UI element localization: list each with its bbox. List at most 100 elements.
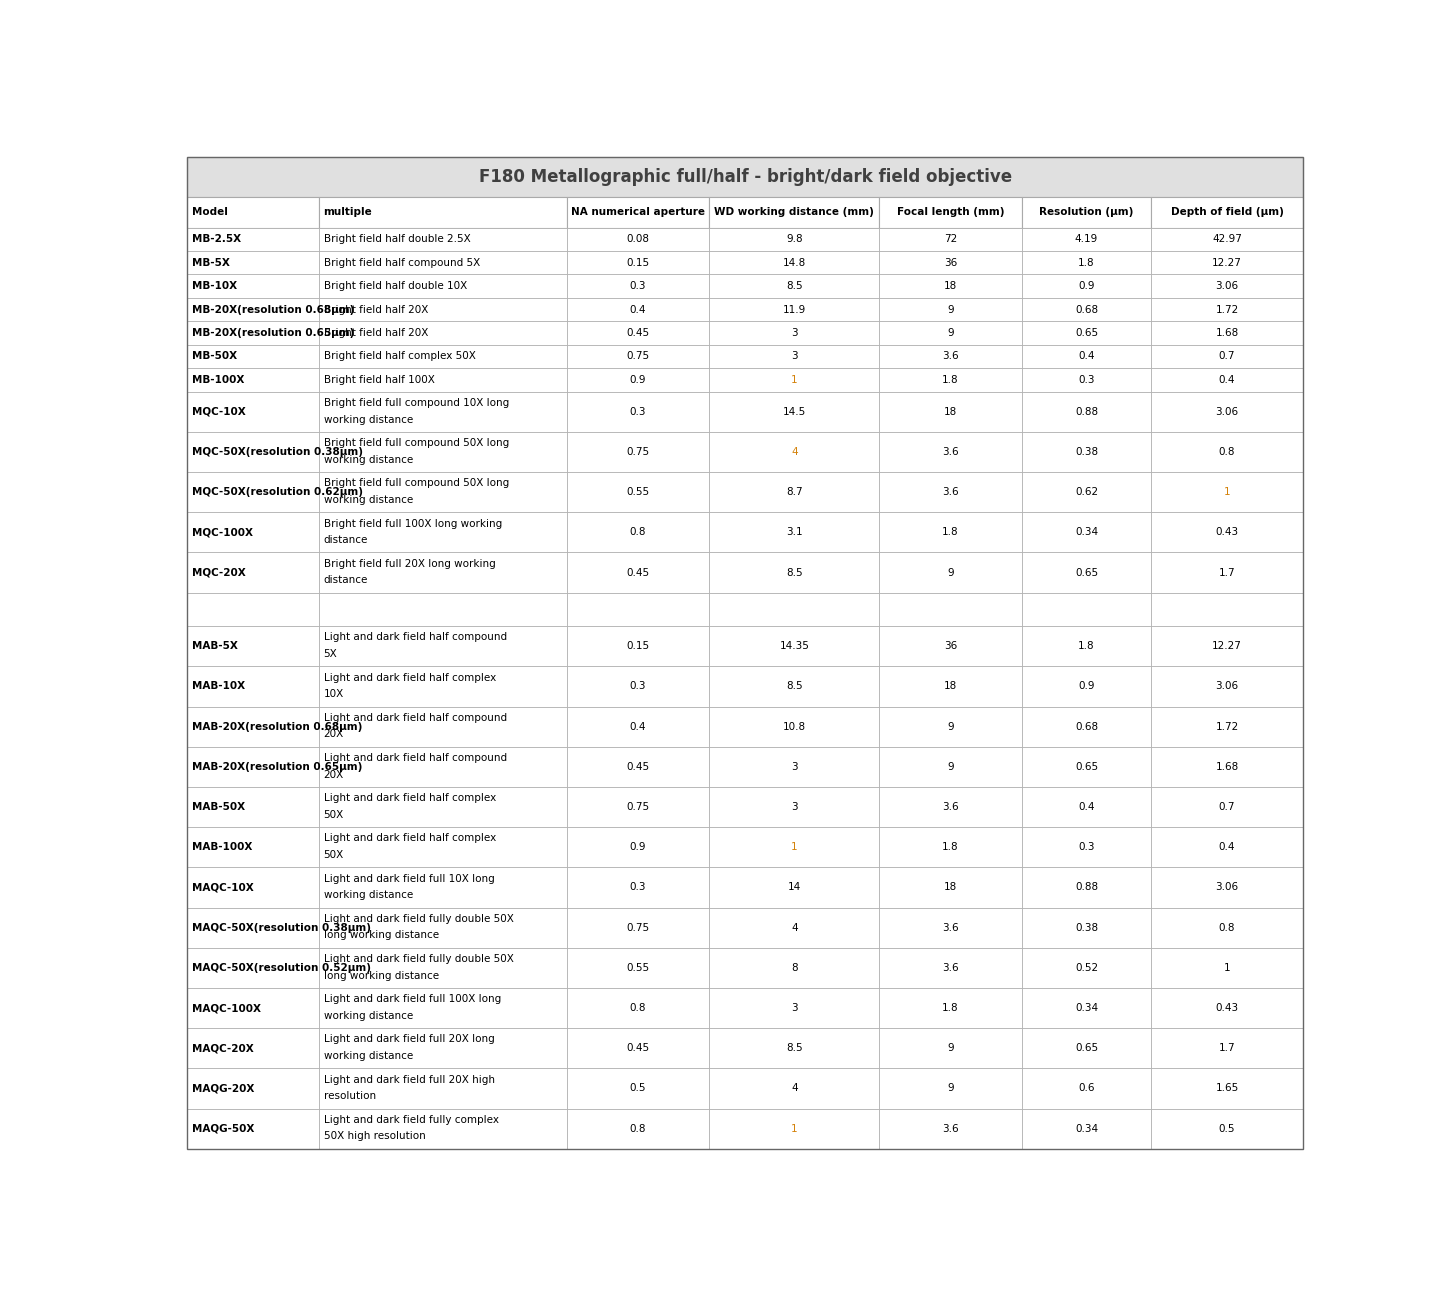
Text: 0.62: 0.62	[1075, 487, 1098, 498]
Bar	[567, 1028, 710, 1068]
Text: 11.9: 11.9	[782, 305, 806, 314]
Bar	[1022, 988, 1152, 1028]
Bar	[188, 988, 318, 1028]
Bar	[567, 1068, 710, 1108]
Text: 1.8: 1.8	[942, 1003, 958, 1014]
Text: 3.6: 3.6	[942, 923, 958, 932]
Text: 0.43: 0.43	[1216, 1003, 1239, 1014]
Bar	[318, 908, 567, 948]
Bar	[318, 828, 567, 868]
Bar	[1022, 706, 1152, 747]
Text: Model: Model	[192, 207, 228, 217]
Text: Bright field full compound 10X long: Bright field full compound 10X long	[324, 398, 509, 407]
Text: 1: 1	[791, 1124, 798, 1134]
Bar	[1152, 228, 1303, 251]
Bar	[318, 1068, 567, 1108]
Bar	[318, 274, 567, 297]
Bar	[1152, 828, 1303, 868]
Text: Light and dark field half compound: Light and dark field half compound	[324, 712, 506, 723]
Text: MAQC-100X: MAQC-100X	[192, 1003, 260, 1014]
Bar	[318, 868, 567, 908]
Text: 1.8: 1.8	[1079, 257, 1095, 268]
Text: 1.72: 1.72	[1216, 721, 1239, 732]
Bar	[1152, 666, 1303, 706]
Text: Bright field full 100X long working: Bright field full 100X long working	[324, 518, 502, 529]
Text: 9: 9	[947, 305, 954, 314]
Text: MAB-20X(resolution 0.68μm): MAB-20X(resolution 0.68μm)	[192, 721, 362, 732]
Text: 4: 4	[791, 1084, 798, 1094]
Bar	[318, 787, 567, 828]
Text: MQC-50X(resolution 0.62μm): MQC-50X(resolution 0.62μm)	[192, 487, 364, 498]
Text: 0.3: 0.3	[1079, 375, 1095, 385]
Bar	[880, 626, 1022, 666]
Text: 0.65: 0.65	[1075, 1043, 1098, 1054]
Text: 4: 4	[791, 447, 798, 456]
Text: 18: 18	[944, 407, 957, 416]
Text: 0.88: 0.88	[1075, 407, 1098, 416]
Bar	[567, 345, 710, 369]
Text: 0.43: 0.43	[1216, 528, 1239, 538]
Text: 1.8: 1.8	[942, 842, 958, 852]
Text: 1: 1	[791, 842, 798, 852]
Text: 9.8: 9.8	[787, 234, 803, 244]
Bar	[1022, 626, 1152, 666]
Text: 4.19: 4.19	[1075, 234, 1098, 244]
Bar	[188, 228, 318, 251]
Text: 1.68: 1.68	[1216, 762, 1239, 772]
Bar	[710, 392, 880, 432]
Text: 5X: 5X	[324, 649, 337, 659]
Bar	[880, 274, 1022, 297]
Text: 1.72: 1.72	[1216, 305, 1239, 314]
Text: 1: 1	[1224, 487, 1230, 498]
Bar	[318, 392, 567, 432]
Bar	[1152, 626, 1303, 666]
Bar	[567, 908, 710, 948]
Bar	[710, 512, 880, 552]
Text: MAB-100X: MAB-100X	[192, 842, 252, 852]
Text: NA numerical aperture: NA numerical aperture	[571, 207, 705, 217]
Bar	[1022, 592, 1152, 626]
Bar	[710, 666, 880, 706]
Text: 3.6: 3.6	[942, 1124, 958, 1134]
Bar	[567, 321, 710, 345]
Text: 36: 36	[944, 641, 957, 652]
Bar	[1022, 1028, 1152, 1068]
Bar	[188, 552, 318, 592]
Text: Bright field full 20X long working: Bright field full 20X long working	[324, 559, 496, 569]
Text: 1: 1	[1224, 963, 1230, 972]
Text: 0.75: 0.75	[627, 352, 650, 362]
Text: Focal length (mm): Focal length (mm)	[897, 207, 1005, 217]
Bar	[1022, 251, 1152, 274]
Bar	[188, 592, 318, 626]
Text: long working distance: long working distance	[324, 931, 439, 940]
Text: long working distance: long working distance	[324, 971, 439, 980]
Text: 12.27: 12.27	[1213, 641, 1242, 652]
Bar	[1022, 908, 1152, 948]
Bar	[1022, 321, 1152, 345]
Text: Bright field half double 2.5X: Bright field half double 2.5X	[324, 234, 470, 244]
Bar	[318, 251, 567, 274]
Text: 0.3: 0.3	[630, 407, 647, 416]
Bar	[567, 706, 710, 747]
Bar	[567, 297, 710, 321]
Text: 0.55: 0.55	[627, 487, 650, 498]
Text: 9: 9	[947, 762, 954, 772]
Bar	[318, 345, 567, 369]
Bar	[567, 666, 710, 706]
Text: Light and dark field half complex: Light and dark field half complex	[324, 834, 496, 843]
Text: 3: 3	[791, 762, 798, 772]
Text: 0.5: 0.5	[630, 1084, 647, 1094]
Bar	[188, 1108, 318, 1148]
Bar	[188, 251, 318, 274]
Bar	[1152, 392, 1303, 432]
Bar	[1022, 472, 1152, 512]
Bar	[1022, 198, 1152, 228]
Text: 8.5: 8.5	[787, 1043, 803, 1054]
Bar	[188, 787, 318, 828]
Text: 3.6: 3.6	[942, 963, 958, 972]
Text: 3: 3	[791, 1003, 798, 1014]
Text: MB-2.5X: MB-2.5X	[192, 234, 241, 244]
Bar	[567, 228, 710, 251]
Text: working distance: working distance	[324, 415, 413, 424]
Bar	[710, 472, 880, 512]
